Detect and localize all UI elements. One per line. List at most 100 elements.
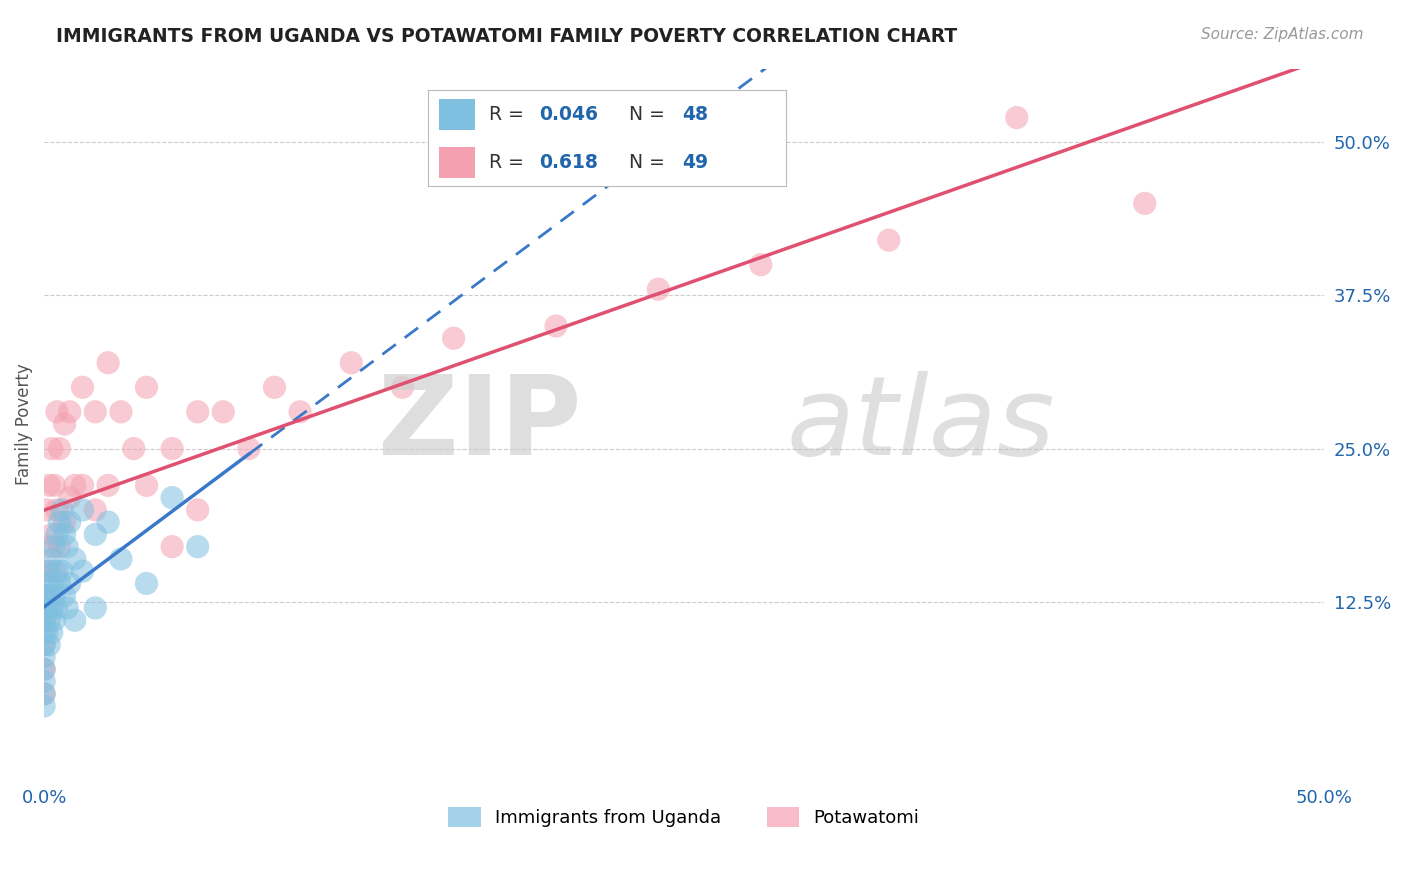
Point [51,503,73,517]
Point [443,331,465,345]
Point [135,380,157,394]
Legend: Immigrants from Uganda, Potawatomi: Immigrants from Uganda, Potawatomi [441,799,927,835]
Point [41,576,63,591]
Point [135,478,157,492]
Text: ZIP: ZIP [378,370,582,477]
Point [41,442,63,456]
Point [187,503,209,517]
Point [41,625,63,640]
Point [187,540,209,554]
Point [32,589,55,603]
Point [35,564,58,578]
Point [544,318,567,333]
Point [45,564,67,578]
Point [38,564,60,578]
Point [32,638,55,652]
Point [32,625,55,640]
Point [340,356,363,370]
Point [32,699,55,714]
Point [44,540,66,554]
Point [212,405,235,419]
Text: Source: ZipAtlas.com: Source: ZipAtlas.com [1201,27,1364,42]
Point [160,491,183,505]
Point [45,527,67,541]
Point [135,576,157,591]
Text: IMMIGRANTS FROM UGANDA VS POTAWATOMI FAMILY POVERTY CORRELATION CHART: IMMIGRANTS FROM UGANDA VS POTAWATOMI FAM… [56,27,957,45]
Point [38,589,60,603]
Point [72,478,94,492]
Point [53,515,76,529]
Point [160,540,183,554]
Point [41,552,63,566]
Point [32,662,55,676]
Point [63,613,86,627]
Point [48,576,70,591]
Point [72,503,94,517]
Point [97,515,120,529]
Point [32,589,55,603]
Point [45,405,67,419]
Point [44,589,66,603]
Point [877,233,900,247]
Point [32,687,55,701]
Point [32,650,55,665]
Point [38,540,60,554]
Point [63,552,86,566]
Point [160,442,183,456]
Point [45,503,67,517]
Point [45,601,67,615]
Point [48,540,70,554]
Point [72,380,94,394]
Point [110,552,132,566]
Point [84,405,107,419]
Point [238,442,260,456]
Point [84,527,107,541]
Point [48,442,70,456]
Point [56,540,79,554]
Point [59,491,82,505]
Point [38,613,60,627]
Point [72,564,94,578]
Point [51,564,73,578]
Point [97,478,120,492]
Point [53,417,76,431]
Point [35,503,58,517]
Point [32,638,55,652]
Point [59,405,82,419]
Point [35,576,58,591]
Point [391,380,413,394]
Point [288,405,311,419]
Point [97,356,120,370]
Point [32,613,55,627]
Point [84,601,107,615]
Point [38,478,60,492]
Point [59,576,82,591]
Point [38,638,60,652]
Point [187,405,209,419]
Point [56,601,79,615]
Point [41,601,63,615]
Point [263,380,285,394]
Point [122,442,145,456]
Point [44,564,66,578]
Point [749,258,772,272]
Point [53,527,76,541]
Point [647,282,669,296]
Point [32,662,55,676]
Point [53,589,76,603]
Point [63,478,86,492]
Point [44,478,66,492]
Point [84,503,107,517]
Point [59,515,82,529]
Point [1133,196,1156,211]
Point [35,625,58,640]
Point [32,674,55,689]
Text: atlas: atlas [786,370,1054,477]
Point [41,527,63,541]
Point [1005,111,1028,125]
Point [48,515,70,529]
Point [32,613,55,627]
Point [32,601,55,615]
Point [35,601,58,615]
Point [44,613,66,627]
